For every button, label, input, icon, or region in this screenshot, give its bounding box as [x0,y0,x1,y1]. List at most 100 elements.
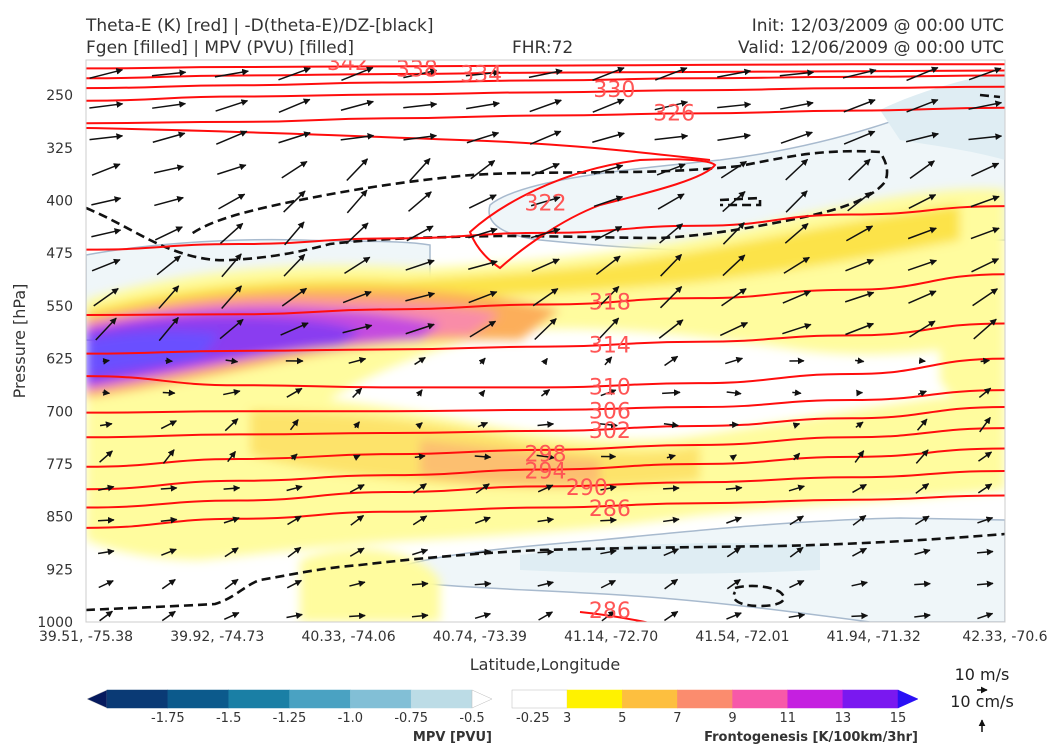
wind-vector [162,389,176,397]
wind-vector [780,100,814,110]
wind-vector [403,101,438,109]
wind-vector [852,483,867,494]
wind-vector [593,163,624,175]
theta-e-contour-298 [86,427,1005,468]
stability-contour-upper [86,149,889,262]
wind-vector [340,99,374,111]
wind-vector [792,389,802,396]
wind-vector [601,610,616,622]
colorbar-tick-label: -0.25 [516,711,550,726]
wind-vector [848,158,871,181]
wind-vector [536,453,556,461]
wind-vector [782,323,812,335]
wind-vector [475,483,490,494]
colorbar-tick-label: -0.75 [394,711,428,726]
wind-vector [352,387,363,398]
wind-vector [978,387,992,398]
wind-vector [971,162,1000,177]
wind-vector [158,285,180,309]
init-time: Init: 12/03/2009 @ 00:00 UTC [752,16,1004,36]
contour-label-302: 302 [589,419,631,444]
wind-vector [286,579,303,589]
wind-vector [909,320,936,338]
wind-vector [592,98,625,113]
wind-vector [717,68,752,78]
wind-vector [654,100,689,111]
wind-vector [280,322,309,336]
wind-vector [783,256,810,274]
wind-vector [720,160,748,179]
wind-vector [907,259,938,271]
colorbar-extend-left [86,689,108,709]
vertical-wind-reference: 10 cm/s [950,692,1014,711]
wind-vector [842,68,877,79]
wind-vector [341,66,374,82]
wind-vector [789,515,804,526]
theta-e-contour-314 [86,322,1005,355]
wind-vector [286,387,303,398]
wind-vector [726,578,741,590]
colorbar-box [511,689,568,709]
x-tick-label: 41.14, -72.70 [564,629,658,645]
wind-vector [662,389,681,397]
wind-vector [411,612,429,620]
theta-e-contour-326 [86,106,1005,125]
wind-vector [474,612,492,620]
contour-label-326: 326 [653,102,695,127]
wind-vector [968,67,1002,81]
wind-vector [468,227,498,239]
contour-label-334: 334 [460,62,502,87]
stability-contour-lower [86,532,1005,612]
wind-vector [970,195,1000,208]
wind-vector [914,580,931,588]
wind-vector [409,158,431,182]
contour-label-286: 286 [589,497,631,522]
wind-vector [906,98,939,113]
wind-vector [93,287,119,307]
colorbar-extend-right [471,689,493,709]
wind-vector [843,98,876,113]
colorbar-tick-label: 3 [563,711,571,726]
theta-e-contour-294 [86,447,1005,491]
wind-vector [286,484,303,492]
wind-vector [729,454,737,462]
wind-vector [725,484,743,492]
wind-vector [224,578,239,590]
y-axis-label: Pressure [hPa] [10,284,29,399]
wind-vector [283,253,306,277]
contour-label-322: 322 [525,192,567,217]
wind-vector [722,222,745,245]
wind-vector [663,484,680,492]
wind-vector [917,390,927,397]
wind-vector [531,258,560,273]
wind-vector [976,580,994,588]
header-title-line2: Fgen [filled] | MPV (PVU) [filled] [86,38,354,58]
wind-vector [346,189,368,214]
colorbar-tick-label: 7 [673,711,681,726]
contour-label-338: 338 [396,57,438,82]
wind-vector [541,357,548,366]
wind-vector [405,259,435,271]
colorbar-tick-label: -1.0 [338,711,363,726]
wind-vector [468,290,498,304]
y-tick-label: 625 [46,352,73,368]
wind-vector [474,453,492,461]
colorbar-tick-label: 13 [835,711,852,726]
wind-vector [158,316,179,342]
wind-vector [465,69,501,77]
wind-vector [977,516,994,524]
contour-label-286: 286 [589,599,631,624]
wind-vector [412,548,429,556]
wind-vector [152,101,187,109]
wind-vector [918,357,926,365]
colorbar-box [787,689,844,709]
wind-vector [95,317,117,341]
wind-vector [657,193,685,210]
wind-vector [405,323,435,335]
wind-vector [852,547,868,557]
contour-label-290: 290 [566,476,608,501]
colorbar-box [677,689,733,709]
wind-vector [161,578,176,590]
wind-vector [540,389,551,397]
contour-label-342: 342 [327,51,369,76]
